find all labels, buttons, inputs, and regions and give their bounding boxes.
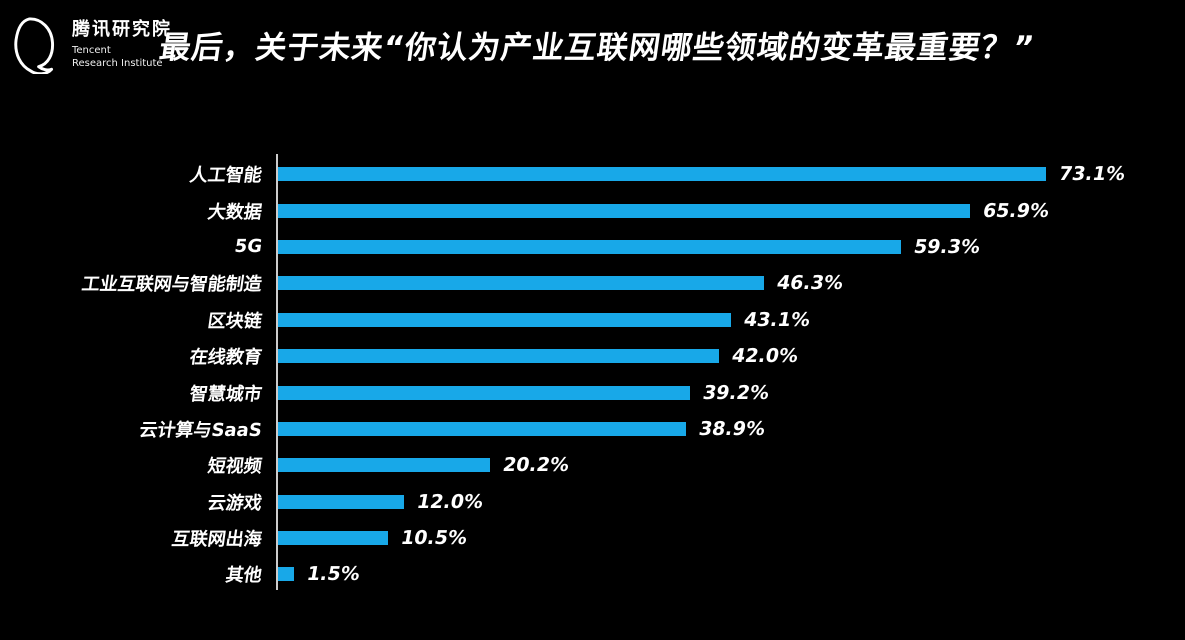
value-label: 10.5% [399,527,470,550]
bar [278,458,491,473]
value-label: 43.1% [741,308,812,331]
value-label: 73.1% [1056,163,1127,186]
chart-row: 互联网出海 10.5% [40,520,1160,556]
value-label: 59.3% [911,235,982,258]
bar [278,567,294,582]
chart-row: 人工智能 73.1% [40,156,1160,192]
chart-row: 区块链 43.1% [40,302,1160,338]
bar [278,531,389,546]
category-label: 短视频 [206,456,264,478]
bar-area: 59.3% [276,229,982,265]
bar [278,421,687,436]
brand-name-en-line1: Tencent [72,44,111,56]
bar [278,239,901,254]
bar [278,349,719,364]
brand-name-en-line2: Research Institute [72,57,163,69]
value-label: 42.0% [730,345,800,368]
category-label: 区块链 [206,310,264,332]
bar [278,312,731,327]
category-label: 5G [233,236,264,258]
category-label: 工业互联网与智能制造 [80,274,264,296]
horizontal-bar-chart: 人工智能 73.1% 大数据 65.9% 5G 59.3% 工业互联网与智能制造 46.3% 区… [40,154,1160,593]
chart-row: 在线教育 42.0% [40,338,1160,374]
bar [278,385,690,400]
value-label: 46.3% [775,272,846,295]
tencent-penguin-outline-icon [14,17,54,74]
category-label: 智慧城市 [188,383,264,405]
y-axis-line [276,154,278,590]
value-label: 20.2% [501,454,571,477]
category-label: 其他 [224,565,264,587]
value-label: 38.9% [697,417,768,440]
bar-area: 43.1% [276,302,812,338]
bar [278,167,1046,182]
bar-area: 42.0% [276,338,800,374]
chart-row: 短视频 20.2% [40,447,1160,483]
chart-row: 智慧城市 39.2% [40,374,1160,410]
category-label: 人工智能 [188,165,264,187]
bar-area: 12.0% [276,484,485,520]
category-label: 在线教育 [188,347,264,369]
value-label: 65.9% [980,199,1051,222]
brand-name-en: Tencent Research Institute [72,44,172,70]
chart-row: 工业互联网与智能制造 46.3% [40,265,1160,301]
chart-row: 云计算与SaaS 38.9% [40,411,1160,447]
value-label: 12.0% [415,490,485,513]
bar [278,276,765,291]
bar-area: 73.1% [276,156,1127,192]
chart-rows: 人工智能 73.1% 大数据 65.9% 5G 59.3% 工业互联网与智能制造 46.3% 区… [40,156,1160,593]
bar-area: 10.5% [276,520,470,556]
page-title: 最后，关于未来“你认为产业互联网哪些领域的变革最重要？” [157,30,1037,66]
bar-area: 39.2% [276,374,771,410]
chart-row: 云游戏 12.0% [40,484,1160,520]
bar-area: 1.5% [276,556,362,592]
category-label: 云计算与SaaS [138,419,264,441]
chart-row: 其他 1.5% [40,556,1160,592]
value-label: 39.2% [700,381,771,404]
brand-text: 腾讯研究院 Tencent Research Institute [72,20,172,70]
bar-area: 20.2% [276,447,571,483]
category-label: 互联网出海 [170,529,264,551]
tencent-research-institute-logo: 腾讯研究院 Tencent Research Institute [10,16,172,74]
category-label: 云游戏 [206,492,264,514]
bar [278,494,404,509]
chart-row: 5G 59.3% [40,229,1160,265]
bar [278,203,970,218]
category-label: 大数据 [206,201,264,223]
value-label: 1.5% [304,563,362,586]
bar-area: 46.3% [276,265,846,301]
bar-area: 38.9% [276,411,768,447]
bar-area: 65.9% [276,192,1051,228]
chart-row: 大数据 65.9% [40,192,1160,228]
brand-name-cn: 腾讯研究院 [72,19,172,41]
